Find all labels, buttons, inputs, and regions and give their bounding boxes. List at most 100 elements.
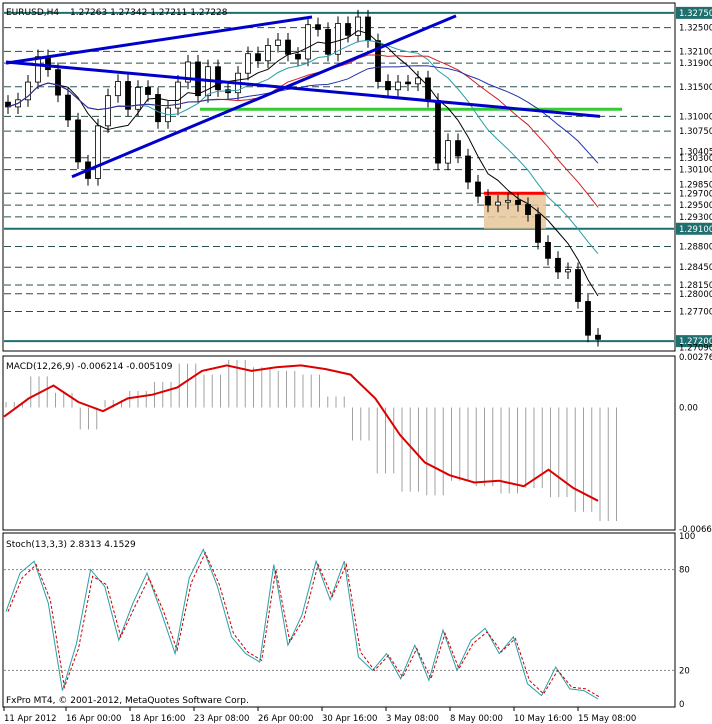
stoch-title: Stoch(13,3,3) 2.8313 4.1529 (6, 540, 136, 550)
candle-body (455, 140, 461, 157)
time-axis-label: 16 Apr 00:00 (66, 714, 121, 724)
macd-title: MACD(12,26,9) -0.006214 -0.005109 (6, 362, 173, 372)
candle-body (145, 86, 151, 95)
candle-body (595, 334, 601, 340)
copyright-text: FxPro MT4, © 2001-2012, MetaQuotes Softw… (6, 696, 249, 706)
price-axis-label: 1.28150 (679, 281, 712, 291)
time-axis-label: 18 Apr 16:00 (130, 714, 185, 724)
time-axis-label: 23 Apr 08:00 (194, 714, 249, 724)
candle-body (275, 39, 281, 46)
candle-body (465, 155, 471, 183)
candle-body (555, 257, 561, 273)
wedge-line-2 (5, 60, 601, 118)
price-axis-label: 1.29700 (679, 189, 712, 199)
price-axis-label: 1.30405 (679, 148, 712, 158)
candle-body (425, 77, 431, 101)
stoch-panel (2, 532, 676, 708)
candle-body (105, 95, 111, 127)
moving-average-3 (7, 65, 599, 164)
price-axis-label: 1.31000 (679, 112, 712, 122)
macd-panel (2, 355, 676, 531)
time-axis-label: 10 May 16:00 (514, 714, 572, 724)
time-axis-label: 26 Apr 00:00 (258, 714, 313, 724)
wedge-line-0 (5, 15, 313, 65)
candle-body (475, 181, 481, 197)
candle-body (35, 56, 41, 83)
candle-body (525, 204, 531, 215)
price-axis-label: 1.27700 (679, 308, 712, 318)
candle-body (295, 53, 301, 60)
time-axis-label: 8 May 00:00 (450, 714, 503, 724)
price-axis-label: 1.27200 (679, 337, 712, 347)
candle-body (535, 214, 541, 243)
macd-signal-line (3, 364, 599, 502)
moving-average-0 (7, 30, 599, 297)
price-panel (2, 2, 676, 352)
candle-body (95, 125, 101, 179)
price-axis-label: 1.29100 (679, 225, 712, 235)
candle-body (25, 81, 31, 101)
candle-body (515, 199, 521, 205)
candle-body (585, 301, 591, 336)
candle-body (115, 81, 121, 97)
price-axis-label: 1.30300 (679, 154, 712, 164)
candle-body (395, 81, 401, 91)
candle-body (215, 66, 221, 91)
candle-body (385, 81, 391, 91)
stoch-signal-line (7, 551, 601, 698)
price-axis-label: 1.31500 (679, 83, 712, 93)
candle-body (75, 119, 81, 163)
candle-body (375, 40, 381, 82)
wedge-line-1 (71, 14, 457, 179)
macd-axis-label: -0.00664 (679, 525, 712, 535)
candle-body (415, 77, 421, 85)
macd-axis-label: 0.00 (679, 404, 698, 414)
candle-body (315, 24, 321, 30)
candle-body (405, 81, 411, 85)
time-axis-label: 15 May 08:00 (578, 714, 636, 724)
candle-body (65, 94, 71, 121)
price-label-box (676, 222, 712, 235)
candle-body (135, 86, 141, 110)
candle-body (155, 94, 161, 123)
stoch-axis-label: 100 (679, 532, 695, 542)
candle-body (355, 16, 361, 36)
candle-body (345, 23, 351, 36)
candle-body (305, 24, 311, 60)
price-axis-label: 1.29850 (679, 180, 712, 190)
price-axis-label: 1.32750 (679, 9, 712, 19)
candle-body (265, 45, 271, 62)
candle-body (485, 195, 491, 206)
price-axis-label: 1.31900 (679, 59, 712, 69)
candle-body (255, 53, 261, 62)
price-axis-label: 1.27090 (679, 344, 712, 354)
macd-axis-label: 0.00276 (679, 353, 712, 363)
price-label-box (676, 335, 712, 348)
stoch-main-line (5, 548, 599, 700)
candle-body (325, 29, 331, 55)
price-axis-label: 1.29300 (679, 213, 712, 223)
time-axis-label: 3 May 08:00 (386, 714, 439, 724)
price-axis-label: 1.30100 (679, 166, 712, 176)
price-header: EURUSD,H4 (6, 8, 59, 18)
time-axis-label: 30 Apr 16:00 (322, 714, 377, 724)
stoch-axis-label: 80 (679, 566, 690, 576)
price-axis-label: 1.28450 (679, 263, 712, 273)
candle-body (565, 269, 571, 273)
candle-body (545, 241, 551, 259)
candle-body (55, 69, 61, 96)
price-axis-label: 1.30750 (679, 127, 712, 137)
candle-body (185, 61, 191, 83)
candle-body (445, 140, 451, 164)
price-axis-label: 1.28000 (679, 290, 712, 300)
candle-body (365, 16, 371, 42)
ohlc-readout: 1.27263 1.27342 1.27211 1.27228 (70, 8, 228, 18)
price-label-box (676, 6, 712, 19)
candle-body (505, 199, 511, 203)
price-axis-label: 1.32500 (679, 24, 712, 34)
candle-body (495, 201, 501, 206)
candle-body (245, 53, 251, 74)
candle-body (5, 101, 11, 108)
